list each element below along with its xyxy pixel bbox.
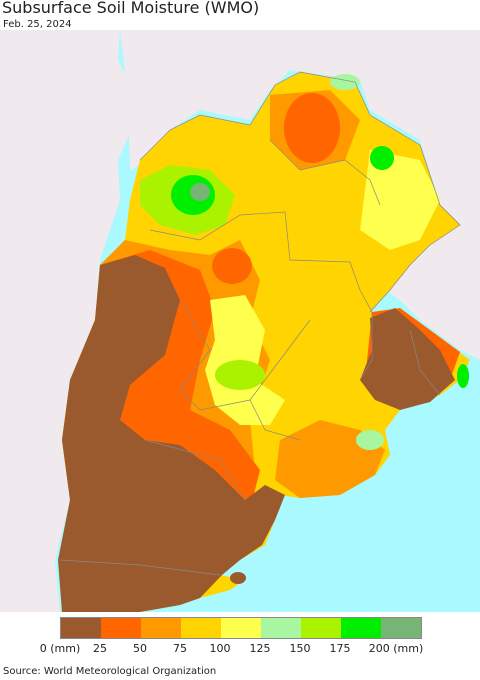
- dry-zone-southwest: [58, 255, 285, 612]
- soil-moisture-map: [0, 30, 480, 612]
- legend-tick-label: 175: [329, 642, 351, 655]
- wet-zone-northeast: [370, 146, 394, 170]
- legend-tick-label: 125: [249, 642, 271, 655]
- legend-tick-label: 150: [289, 642, 311, 655]
- legend-tick-label: 50: [133, 642, 147, 655]
- legend-swatch: [221, 618, 261, 638]
- legend-tick-label: 200 (mm): [368, 642, 424, 655]
- moist-zone-center: [205, 295, 285, 425]
- red-orange-center: [212, 248, 252, 284]
- legend-ticks: 0 (mm) 25 50 75 100 125 150 175 200 (mm): [0, 642, 480, 656]
- legend-swatches: [60, 617, 422, 639]
- legend-swatch: [301, 618, 341, 638]
- legend-swatch: [101, 618, 141, 638]
- chile-land: [0, 30, 140, 612]
- legend-swatch: [141, 618, 181, 638]
- legend-tick-label: 75: [173, 642, 187, 655]
- legend-swatch: [61, 618, 101, 638]
- falklands-island: [230, 572, 246, 584]
- north-land: [120, 30, 480, 205]
- brazil-land: [385, 200, 480, 360]
- legend-swatch: [181, 618, 221, 638]
- color-legend: 0 (mm) 25 50 75 100 125 150 175 200 (mm): [0, 615, 480, 660]
- legend-tick-label: 100: [209, 642, 231, 655]
- wet-zone-east: [457, 364, 469, 388]
- wet-zone-center: [215, 360, 265, 390]
- map-date: Feb. 25, 2024: [3, 19, 72, 30]
- legend-tick-label: 25: [93, 642, 107, 655]
- borders: [59, 71, 461, 576]
- legend-tick-label: 0 (mm): [39, 642, 81, 655]
- legend-swatch: [341, 618, 381, 638]
- page-title: Subsurface Soil Moisture (WMO): [2, 0, 260, 17]
- red-orange-north: [284, 93, 340, 163]
- source-credit: Source: World Meteorological Organizatio…: [3, 666, 217, 677]
- light-green-southeast: [356, 430, 384, 450]
- light-green-north: [330, 74, 360, 90]
- legend-swatch: [381, 618, 421, 638]
- moist-zone-north: [360, 150, 440, 250]
- legend-swatch: [261, 618, 301, 638]
- wettest-spot: [190, 183, 210, 201]
